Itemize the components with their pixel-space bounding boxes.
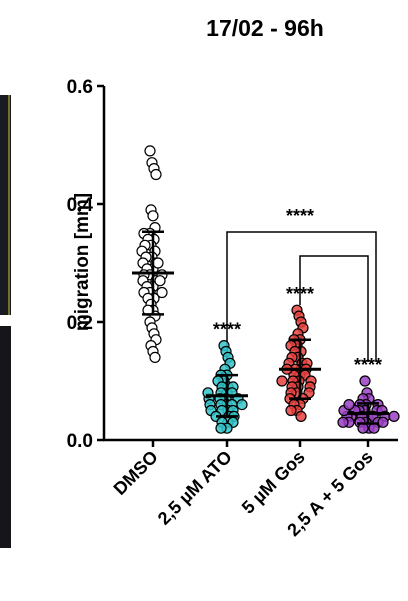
data-point: [153, 258, 163, 268]
y-tick-label: 0.2: [67, 313, 93, 334]
data-point: [237, 400, 247, 410]
data-point: [148, 211, 158, 221]
significance-label: ****: [354, 355, 382, 375]
chart-title: 17/02 - 96h: [206, 15, 324, 41]
y-tick-label: 0.4: [67, 195, 94, 216]
data-point: [296, 411, 306, 421]
data-point: [277, 376, 287, 386]
image-fragment: [0, 326, 11, 548]
significance-label: ****: [213, 320, 241, 340]
y-tick-label: 0.0: [67, 431, 93, 452]
comparison-bracket: [300, 256, 368, 362]
y-tick-label: 0.6: [67, 77, 93, 98]
data-point: [157, 288, 167, 298]
data-point: [155, 276, 165, 286]
data-point: [216, 423, 226, 433]
data-point: [378, 417, 388, 427]
data-point: [344, 400, 354, 410]
chart: 17/02 - 96h migration [mm] **** 0.00.20.…: [0, 0, 408, 596]
x-tick-label: DMSO: [110, 447, 162, 499]
data-point: [145, 146, 155, 156]
x-tick-label: 5 µM Gos: [238, 447, 309, 518]
significance-label: ****: [286, 206, 314, 226]
data-point: [151, 170, 161, 180]
data-point: [338, 417, 348, 427]
significance-label: ****: [286, 284, 314, 304]
data-point: [389, 411, 399, 421]
data-point: [360, 376, 370, 386]
data-point: [286, 406, 296, 416]
data-point: [150, 352, 160, 362]
x-tick-label: 2,5 µM ATO: [154, 447, 236, 529]
